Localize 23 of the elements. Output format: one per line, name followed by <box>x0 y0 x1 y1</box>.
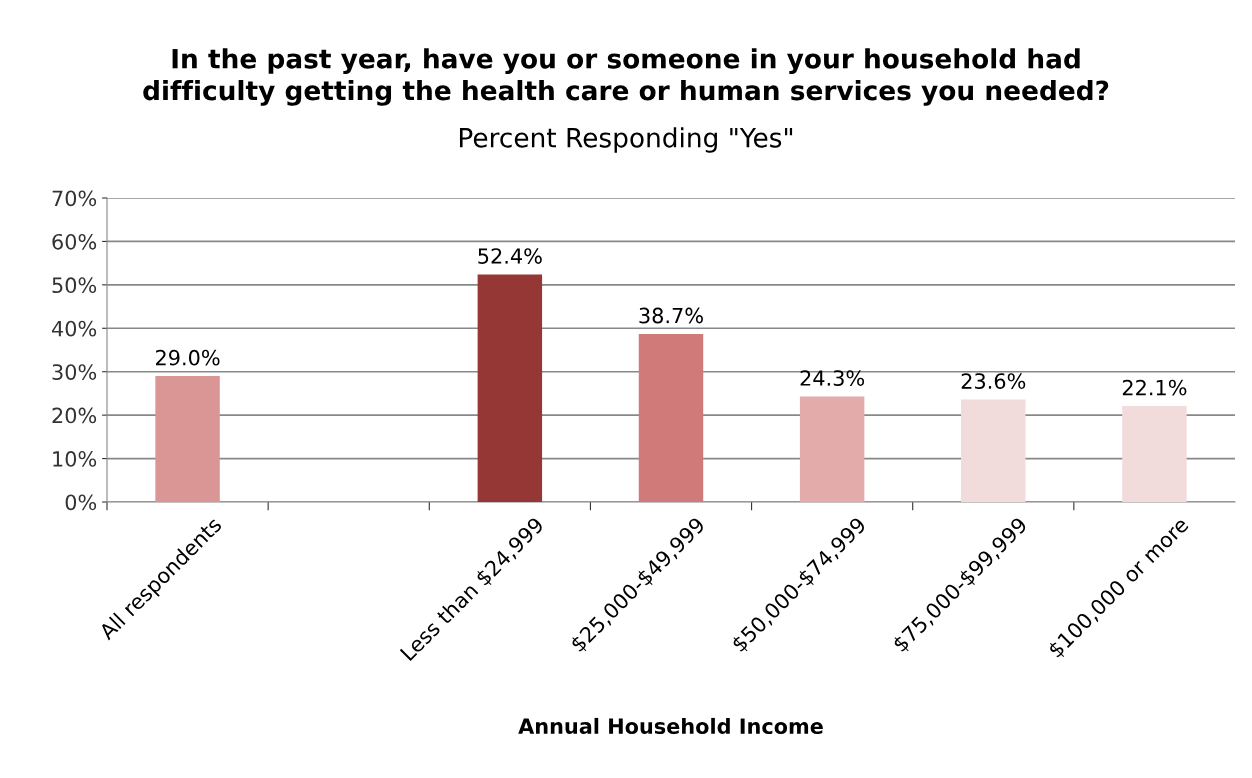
bar <box>155 376 220 502</box>
y-tick-label: 70% <box>52 190 97 207</box>
data-label: 29.0% <box>156 349 220 366</box>
chart-subtitle: Percent Responding "Yes" <box>459 127 793 153</box>
y-tick-label: 10% <box>53 451 97 467</box>
bar <box>638 333 704 502</box>
bar <box>961 399 1026 502</box>
chart-title: In the past year, have you or someone in your household had difficulty getting the health care or human services you needed? <box>143 48 1109 106</box>
y-tick-label: 50% <box>52 277 97 294</box>
y-tick-label: 60% <box>52 233 97 250</box>
y-tick-label: 0% <box>65 494 97 511</box>
y-tick-label: 30% <box>52 364 97 380</box>
bar <box>799 396 865 502</box>
y-tick-label: 40% <box>51 320 97 337</box>
data-label: 38.7% <box>639 307 703 324</box>
bar <box>477 274 543 502</box>
data-label: 52.4% <box>478 248 542 264</box>
x-axis-title: Annual Household Income <box>518 717 823 735</box>
bar <box>1122 406 1187 502</box>
data-label: 24.3% <box>800 370 865 386</box>
data-label: 23.6% <box>961 373 1026 389</box>
y-tick-label: 20% <box>52 407 97 424</box>
data-label: 22.1% <box>1122 379 1187 396</box>
